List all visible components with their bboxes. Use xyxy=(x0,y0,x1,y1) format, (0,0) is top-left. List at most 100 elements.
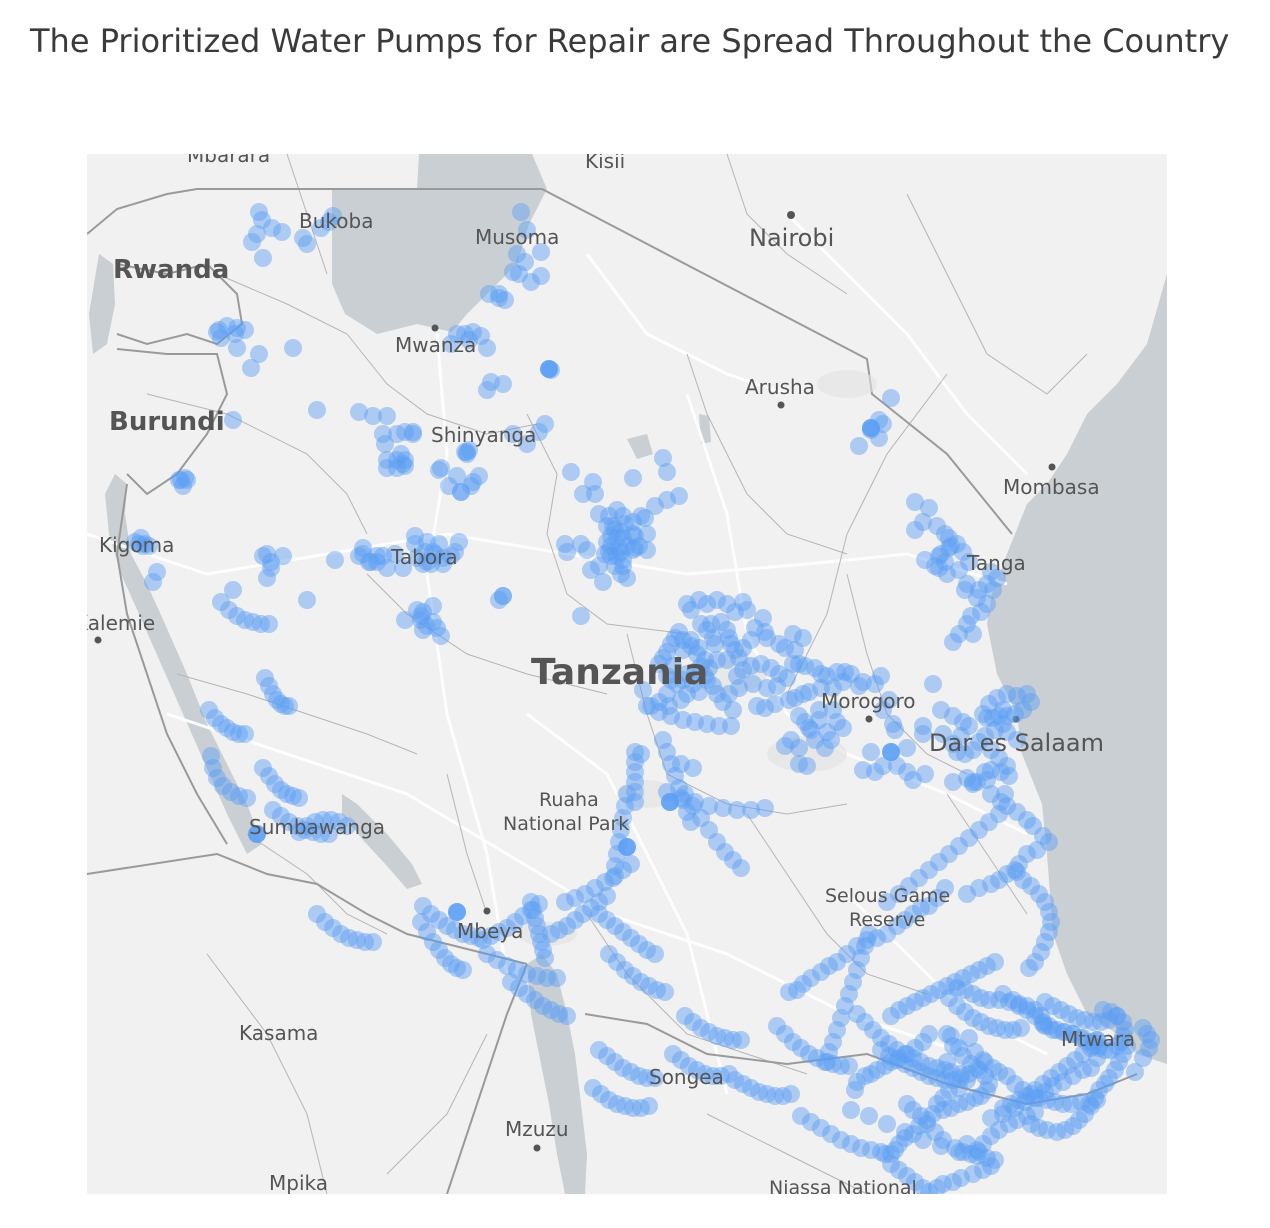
pump-point[interactable] xyxy=(986,721,1004,739)
pump-point[interactable] xyxy=(832,1057,850,1075)
pump-point[interactable] xyxy=(724,1031,742,1049)
pump-point[interactable] xyxy=(622,855,640,873)
pump-point[interactable] xyxy=(660,697,678,715)
pump-point[interactable] xyxy=(718,595,736,613)
pump-point[interactable] xyxy=(758,1085,776,1103)
pump-point[interactable] xyxy=(940,539,958,557)
pump-point[interactable] xyxy=(980,813,998,831)
pump-point[interactable] xyxy=(828,663,846,681)
pump-point[interactable] xyxy=(756,699,774,717)
pump-point[interactable] xyxy=(686,663,704,681)
pump-point[interactable] xyxy=(664,1045,682,1063)
pump-point[interactable] xyxy=(984,1059,1002,1077)
pump-point[interactable] xyxy=(610,539,628,557)
pump-point[interactable] xyxy=(624,541,642,559)
pump-point[interactable] xyxy=(614,529,632,547)
pump-point[interactable] xyxy=(810,701,828,719)
pump-point[interactable] xyxy=(824,1055,842,1073)
pump-point[interactable] xyxy=(712,613,730,631)
pump-point[interactable] xyxy=(612,821,630,839)
pump-point[interactable] xyxy=(374,547,392,565)
pump-point[interactable] xyxy=(1018,997,1036,1015)
pump-point[interactable] xyxy=(680,1057,698,1075)
pump-point[interactable] xyxy=(604,517,622,535)
pump-point[interactable] xyxy=(688,1061,706,1079)
pump-point[interactable] xyxy=(230,725,248,743)
pump-point[interactable] xyxy=(726,603,744,621)
pump-point[interactable] xyxy=(998,757,1016,775)
pump-point[interactable] xyxy=(812,1119,830,1137)
pump-point[interactable] xyxy=(600,543,618,561)
pump-point[interactable] xyxy=(238,789,256,807)
pump-point[interactable] xyxy=(542,925,560,943)
pump-point[interactable] xyxy=(406,535,424,553)
pump-point[interactable] xyxy=(842,1135,860,1153)
pump-point[interactable] xyxy=(904,1049,922,1067)
pump-point[interactable] xyxy=(538,969,556,987)
pump-point[interactable] xyxy=(800,719,818,737)
pump-point[interactable] xyxy=(1014,1081,1032,1099)
pump-point[interactable] xyxy=(820,1043,838,1061)
pump-point[interactable] xyxy=(322,811,340,829)
pump-point[interactable] xyxy=(928,517,946,535)
pump-point[interactable] xyxy=(1036,933,1054,951)
pump-point[interactable] xyxy=(478,945,496,963)
pump-point[interactable] xyxy=(708,591,726,609)
pump-point[interactable] xyxy=(790,655,808,673)
pump-point[interactable] xyxy=(284,339,302,357)
pump-point[interactable] xyxy=(998,797,1016,815)
pump-point[interactable] xyxy=(958,885,976,903)
pump-point[interactable] xyxy=(780,691,798,709)
pump-point[interactable] xyxy=(738,601,756,619)
pump-point[interactable] xyxy=(618,537,636,555)
pump-point[interactable] xyxy=(442,547,460,565)
pump-point[interactable] xyxy=(236,321,254,339)
pump-point[interactable] xyxy=(636,509,654,527)
pump-point[interactable] xyxy=(418,533,436,551)
pump-point[interactable] xyxy=(626,539,644,557)
pump-point[interactable] xyxy=(624,469,642,487)
pump-point[interactable] xyxy=(970,879,988,897)
pump-point[interactable] xyxy=(698,715,716,733)
pump-point[interactable] xyxy=(452,483,470,501)
pump-point[interactable] xyxy=(354,545,372,563)
pump-point[interactable] xyxy=(678,803,696,821)
pump-point[interactable] xyxy=(890,1161,908,1179)
pump-point[interactable] xyxy=(1048,1123,1066,1141)
pump-point[interactable] xyxy=(236,725,254,743)
pump-point[interactable] xyxy=(638,541,656,559)
pump-point[interactable] xyxy=(632,973,650,991)
pump-point[interactable] xyxy=(230,787,248,805)
pump-point[interactable] xyxy=(408,601,426,619)
pump-point[interactable] xyxy=(962,1055,980,1073)
pump-point[interactable] xyxy=(518,221,536,239)
pump-point[interactable] xyxy=(966,1043,984,1061)
pump-point[interactable] xyxy=(726,641,744,659)
pump-point[interactable] xyxy=(368,547,386,565)
pump-point[interactable] xyxy=(408,549,426,567)
pump-point[interactable] xyxy=(480,285,498,303)
pump-point[interactable] xyxy=(698,595,716,613)
pump-point[interactable] xyxy=(684,1013,702,1031)
pump-point[interactable] xyxy=(1090,1039,1108,1057)
pump-point[interactable] xyxy=(704,629,722,647)
pump-point[interactable] xyxy=(1068,1009,1086,1027)
pump-point[interactable] xyxy=(1114,1027,1132,1045)
pump-point[interactable] xyxy=(1030,885,1048,903)
pump-point[interactable] xyxy=(926,557,944,575)
pump-point[interactable] xyxy=(272,807,290,825)
pump-point[interactable] xyxy=(518,965,536,983)
pump-point[interactable] xyxy=(1084,1037,1102,1055)
pump-point[interactable] xyxy=(882,743,900,761)
pump-point[interactable] xyxy=(1002,1095,1020,1113)
pump-point[interactable] xyxy=(320,825,338,843)
pump-point[interactable] xyxy=(970,1061,988,1079)
pump-point[interactable] xyxy=(828,1021,846,1039)
pump-point[interactable] xyxy=(243,233,261,251)
pump-point[interactable] xyxy=(848,1005,866,1023)
pump-point[interactable] xyxy=(940,845,958,863)
pump-point[interactable] xyxy=(312,825,330,843)
pump-point[interactable] xyxy=(724,701,742,719)
pump-point[interactable] xyxy=(490,591,508,609)
pump-point[interactable] xyxy=(448,467,466,485)
